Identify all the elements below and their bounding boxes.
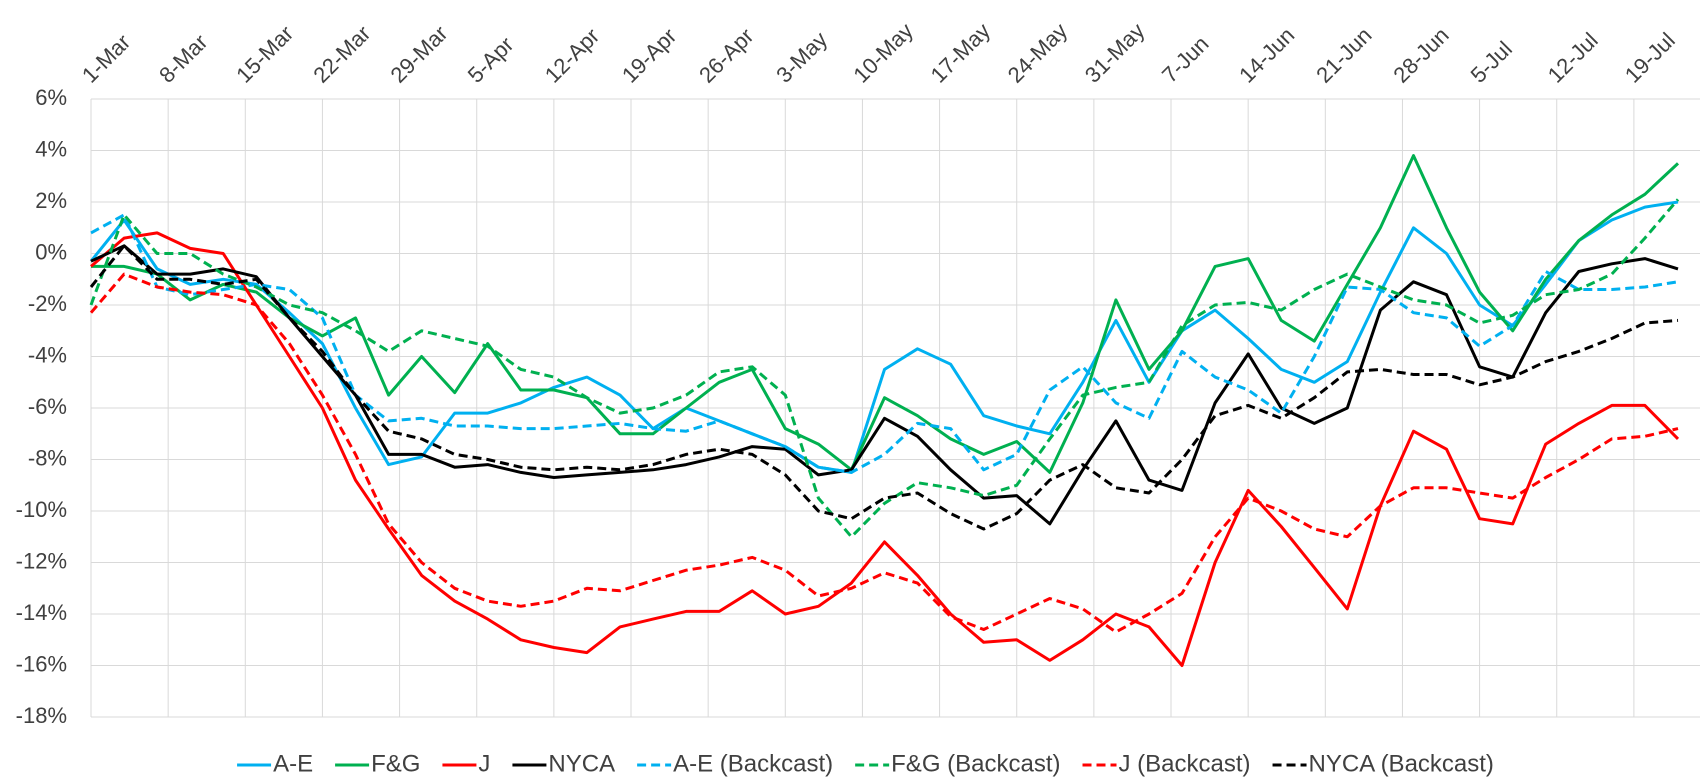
y-tick-label: -10%	[16, 497, 67, 522]
x-tick-label: 1-Mar	[77, 29, 135, 87]
x-tick-label: 19-Apr	[617, 23, 681, 87]
series-line	[91, 154, 1680, 474]
x-tick-label: 5-Jul	[1466, 36, 1517, 87]
y-tick-label: -2%	[28, 291, 67, 316]
x-tick-label: 26-Apr	[694, 23, 758, 87]
series-line	[90, 244, 1679, 526]
legend-label: NYCA	[548, 750, 615, 777]
legend-label: A-E	[273, 750, 313, 777]
x-tick-label: 12-Jul	[1543, 28, 1603, 88]
x-tick-label: 22-Mar	[308, 21, 375, 88]
x-tick-label: 8-Mar	[154, 29, 212, 87]
x-tick-label: 24-May	[1003, 18, 1073, 88]
legend-label: F&G	[371, 750, 420, 777]
y-tick-label: 6%	[35, 85, 67, 110]
legend-label: A-E (Backcast)	[673, 750, 833, 777]
series-line	[89, 200, 1679, 474]
x-tick-label: 17-May	[926, 18, 996, 88]
legend-label: J	[478, 750, 490, 777]
x-tick-label: 21-Jun	[1311, 22, 1376, 87]
x-tick-label: 3-May	[771, 27, 832, 88]
x-tick-label: 10-May	[848, 18, 918, 88]
y-tick-label: 2%	[35, 188, 67, 213]
y-tick-label: 4%	[35, 136, 67, 161]
x-tick-label: 31-May	[1080, 18, 1150, 88]
series-line	[89, 198, 1680, 539]
y-tick-label: -4%	[28, 342, 67, 367]
series-line	[89, 272, 1679, 634]
y-tick-label: -14%	[16, 600, 67, 625]
legend-label: F&G (Backcast)	[891, 750, 1060, 777]
series-line	[89, 244, 1679, 531]
x-tick-label: 12-Apr	[540, 23, 604, 87]
x-tick-label: 19-Jul	[1620, 28, 1680, 88]
x-tick-label: 14-Jun	[1234, 22, 1299, 87]
legend-label: J (Backcast)	[1119, 750, 1251, 777]
y-tick-label: -12%	[16, 548, 67, 573]
x-tick-label: 28-Jun	[1388, 22, 1453, 87]
y-tick-label: 0%	[35, 239, 67, 264]
series-line	[90, 231, 1680, 667]
x-tick-label: 5-Apr	[463, 32, 519, 88]
y-tick-label: -6%	[28, 394, 67, 419]
legend: A-E F&G J NYCA A-E (Backcast) F&G (Backcast) J…	[237, 750, 1494, 777]
legend-label: NYCA (Backcast)	[1309, 750, 1494, 777]
x-tick-label: 29-Mar	[386, 21, 453, 88]
y-tick-label: -18%	[16, 703, 67, 728]
y-tick-label: -16%	[16, 651, 67, 676]
y-tick-label: -8%	[28, 445, 67, 470]
x-tick-label: 7-Jun	[1157, 31, 1214, 88]
x-tick-label: 15-Mar	[231, 21, 298, 88]
